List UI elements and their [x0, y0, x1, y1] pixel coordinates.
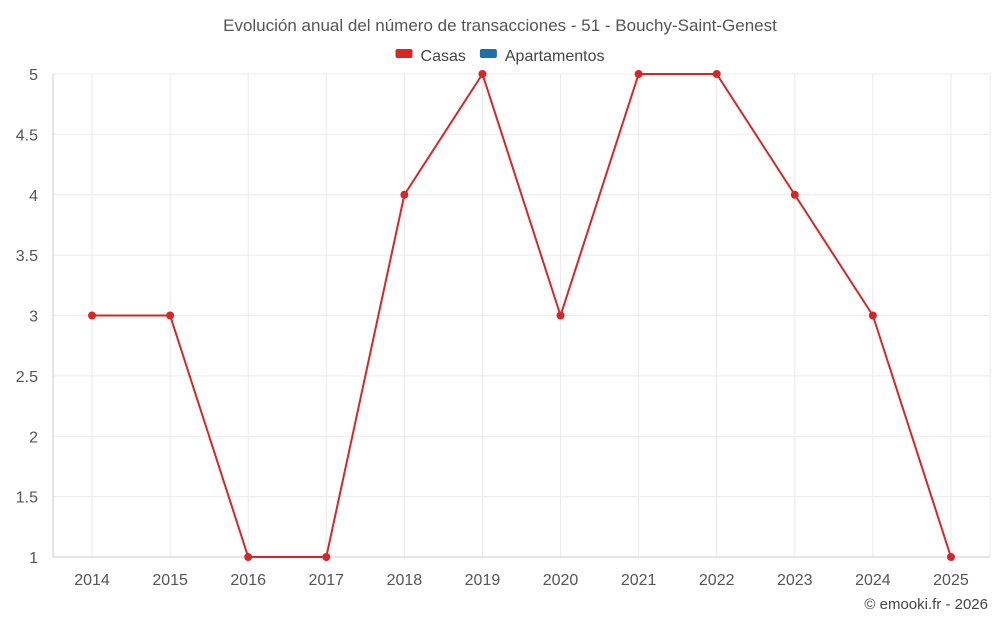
y-tick-label: 1: [29, 550, 38, 567]
data-point[interactable]: [556, 311, 565, 320]
data-point[interactable]: [478, 70, 487, 78]
legend-label: Apartamentos: [505, 48, 605, 65]
y-tick-label: 4.5: [16, 127, 38, 144]
y-tick-label: 2.5: [16, 369, 38, 386]
data-point[interactable]: [322, 553, 331, 561]
legend-swatch: [479, 49, 497, 58]
y-tick-label: 3.5: [16, 248, 38, 265]
data-point[interactable]: [868, 311, 877, 320]
x-tick-label: 2015: [152, 572, 188, 589]
x-tick-label: 2021: [621, 572, 657, 589]
data-point[interactable]: [946, 553, 955, 561]
x-tick-label: 2023: [777, 572, 813, 589]
x-tick-label: 2017: [308, 572, 344, 589]
data-point[interactable]: [712, 70, 721, 78]
x-tick-label: 2025: [933, 572, 969, 589]
x-axis-ticks: 2014 2015 2016 2017 2018 2019 2020 2021 2022 2023…: [74, 572, 969, 589]
x-tick-label: 2016: [230, 572, 266, 589]
x-tick-label: 2018: [387, 572, 423, 589]
x-tick-label: 2014: [74, 572, 110, 589]
y-axis-ticks: 1 1.5 2 2.5 3 3.5 4 4.5 5: [16, 67, 38, 567]
legend-label: Casas: [421, 48, 466, 65]
data-point[interactable]: [166, 311, 175, 320]
data-point[interactable]: [88, 311, 97, 320]
data-point[interactable]: [790, 190, 799, 199]
credit-text: © emooki.fr - 2026: [864, 596, 988, 613]
x-tick-label: 2024: [855, 572, 891, 589]
x-tick-label: 2019: [465, 572, 501, 589]
x-tick-label: 2022: [699, 572, 735, 589]
chart-title: Evolución anual del número de transaccio…: [223, 16, 777, 35]
legend-item-casas[interactable]: Casas: [395, 48, 466, 65]
y-tick-label: 4: [29, 188, 38, 205]
y-tick-label: 5: [29, 67, 38, 84]
y-tick-label: 1.5: [16, 490, 38, 507]
y-tick-label: 3: [29, 309, 38, 326]
data-point[interactable]: [400, 190, 409, 199]
legend: Casas Apartamentos: [395, 48, 605, 65]
data-point[interactable]: [244, 553, 253, 561]
grid: [52, 73, 991, 558]
legend-swatch: [395, 49, 413, 58]
x-tick-label: 2020: [543, 572, 579, 589]
legend-item-apartamentos[interactable]: Apartamentos: [479, 48, 605, 65]
series-line-casas: [92, 71, 952, 558]
series-layer: [88, 70, 955, 561]
data-point[interactable]: [634, 70, 643, 78]
y-tick-label: 2: [29, 429, 38, 446]
